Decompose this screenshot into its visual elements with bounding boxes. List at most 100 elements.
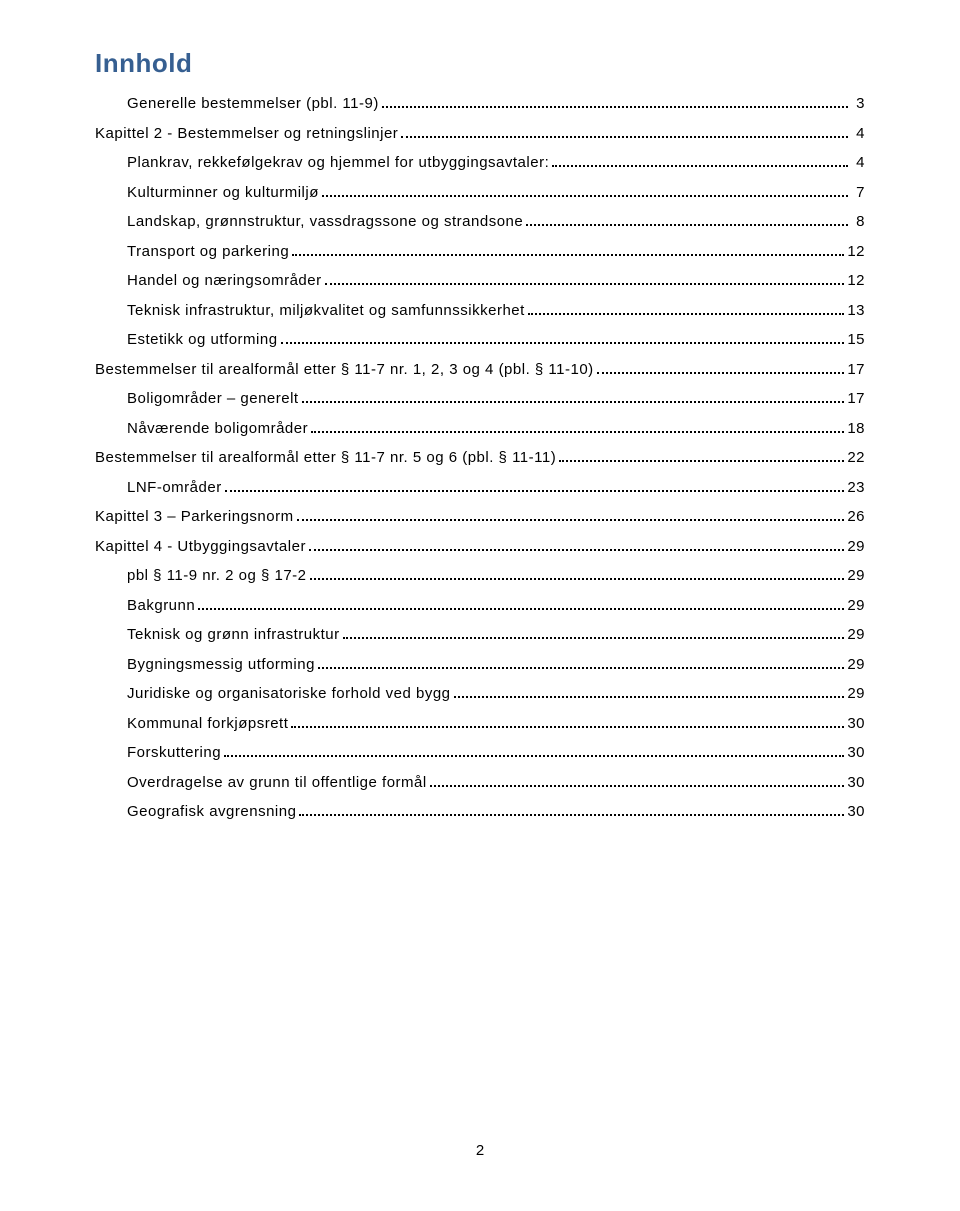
toc-entry-label[interactable]: LNF-områder: [127, 479, 222, 496]
toc-entry-label[interactable]: Plankrav, rekkefølgekrav og hjemmel for …: [127, 154, 549, 171]
toc-leader-dots: [322, 195, 849, 197]
toc-list: Generelle bestemmelser (pbl. 11-9) 3 Kapi…: [95, 95, 865, 820]
toc-entry-label[interactable]: Kapittel 2 - Bestemmelser og retningslin…: [95, 125, 398, 142]
toc-entry: Geografisk avgrensning 30: [95, 803, 865, 820]
toc-entry-label[interactable]: Juridiske og organisatoriske forhold ved…: [127, 685, 451, 702]
toc-entry-label[interactable]: Teknisk infrastruktur, miljøkvalitet og …: [127, 302, 525, 319]
toc-leader-dots: [552, 165, 848, 167]
toc-leader-dots: [597, 372, 845, 374]
toc-leader-dots: [309, 549, 844, 551]
toc-entry: Bygningsmessig utforming 29: [95, 656, 865, 673]
toc-entry-page[interactable]: 12: [847, 243, 865, 260]
toc-entry-page[interactable]: 7: [851, 184, 865, 201]
toc-leader-dots: [291, 726, 844, 728]
toc-entry-label[interactable]: Bygningsmessig utforming: [127, 656, 315, 673]
toc-entry-label[interactable]: Kommunal forkjøpsrett: [127, 715, 288, 732]
toc-leader-dots: [382, 106, 849, 108]
toc-entry: LNF-områder 23: [95, 479, 865, 496]
toc-entry: Bakgrunn 29: [95, 597, 865, 614]
toc-entry: pbl § 11-9 nr. 2 og § 17-2 29: [95, 567, 865, 584]
toc-entry-label[interactable]: Overdragelse av grunn til offentlige for…: [127, 774, 427, 791]
toc-entry: Generelle bestemmelser (pbl. 11-9) 3: [95, 95, 865, 112]
toc-entry-label[interactable]: Forskuttering: [127, 744, 221, 761]
toc-entry-label[interactable]: Kapittel 4 - Utbyggingsavtaler: [95, 538, 306, 555]
toc-leader-dots: [302, 401, 845, 403]
toc-entry: Plankrav, rekkefølgekrav og hjemmel for …: [95, 154, 865, 171]
toc-leader-dots: [526, 224, 848, 226]
toc-entry-label[interactable]: Handel og næringsområder: [127, 272, 322, 289]
toc-entry-page[interactable]: 12: [847, 272, 865, 289]
toc-entry-page[interactable]: 13: [847, 302, 865, 319]
toc-entry: Teknisk infrastruktur, miljøkvalitet og …: [95, 302, 865, 319]
toc-leader-dots: [318, 667, 844, 669]
toc-entry-page[interactable]: 30: [847, 803, 865, 820]
toc-entry-label[interactable]: Generelle bestemmelser (pbl. 11-9): [127, 95, 379, 112]
toc-entry-label[interactable]: Boligområder – generelt: [127, 390, 299, 407]
toc-entry-label[interactable]: Kapittel 3 – Parkeringsnorm: [95, 508, 294, 525]
toc-leader-dots: [198, 608, 844, 610]
toc-entry-page[interactable]: 8: [851, 213, 865, 230]
toc-entry-page[interactable]: 29: [847, 538, 865, 555]
toc-entry: Landskap, grønnstruktur, vassdragssone o…: [95, 213, 865, 230]
toc-entry-page[interactable]: 15: [847, 331, 865, 348]
page-number: 2: [0, 1142, 960, 1159]
toc-entry-page[interactable]: 26: [847, 508, 865, 525]
toc-leader-dots: [559, 460, 844, 462]
toc-entry-page[interactable]: 23: [847, 479, 865, 496]
toc-entry-label[interactable]: Transport og parkering: [127, 243, 289, 260]
toc-leader-dots: [311, 431, 844, 433]
toc-entry-page[interactable]: 29: [847, 597, 865, 614]
toc-entry: Overdragelse av grunn til offentlige for…: [95, 774, 865, 791]
toc-leader-dots: [325, 283, 845, 285]
toc-entry-label[interactable]: Estetikk og utforming: [127, 331, 278, 348]
toc-entry-page[interactable]: 29: [847, 567, 865, 584]
toc-leader-dots: [401, 136, 848, 138]
toc-leader-dots: [292, 254, 844, 256]
toc-entry-label[interactable]: Bestemmelser til arealformål etter § 11-…: [95, 361, 594, 378]
toc-entry-page[interactable]: 29: [847, 656, 865, 673]
toc-entry-page[interactable]: 22: [847, 449, 865, 466]
toc-entry-label[interactable]: pbl § 11-9 nr. 2 og § 17-2: [127, 567, 307, 584]
toc-entry-page[interactable]: 30: [847, 715, 865, 732]
toc-entry-label[interactable]: Teknisk og grønn infrastruktur: [127, 626, 340, 643]
toc-entry-label[interactable]: Bestemmelser til arealformål etter § 11-…: [95, 449, 556, 466]
toc-leader-dots: [224, 755, 844, 757]
toc-entry: Bestemmelser til arealformål etter § 11-…: [95, 449, 865, 466]
toc-entry-label[interactable]: Nåværende boligområder: [127, 420, 308, 437]
toc-entry-label[interactable]: Landskap, grønnstruktur, vassdragssone o…: [127, 213, 523, 230]
toc-leader-dots: [297, 519, 845, 521]
toc-entry-page[interactable]: 30: [847, 774, 865, 791]
toc-leader-dots: [281, 342, 845, 344]
toc-leader-dots: [299, 814, 844, 816]
toc-entry: Kapittel 3 – Parkeringsnorm 26: [95, 508, 865, 525]
toc-entry-page[interactable]: 17: [847, 390, 865, 407]
toc-entry: Teknisk og grønn infrastruktur 29: [95, 626, 865, 643]
toc-entry-page[interactable]: 18: [847, 420, 865, 437]
toc-leader-dots: [528, 313, 845, 315]
toc-title: Innhold: [95, 48, 865, 79]
toc-leader-dots: [225, 490, 845, 492]
toc-entry-label[interactable]: Geografisk avgrensning: [127, 803, 296, 820]
toc-entry: Juridiske og organisatoriske forhold ved…: [95, 685, 865, 702]
toc-entry: Handel og næringsområder 12: [95, 272, 865, 289]
toc-entry: Bestemmelser til arealformål etter § 11-…: [95, 361, 865, 378]
toc-entry: Transport og parkering 12: [95, 243, 865, 260]
toc-leader-dots: [310, 578, 845, 580]
toc-entry-page[interactable]: 29: [847, 626, 865, 643]
toc-entry-page[interactable]: 29: [847, 685, 865, 702]
toc-entry: Kapittel 4 - Utbyggingsavtaler 29: [95, 538, 865, 555]
toc-entry-label[interactable]: Bakgrunn: [127, 597, 195, 614]
toc-entry-label[interactable]: Kulturminner og kulturmiljø: [127, 184, 319, 201]
toc-entry: Kapittel 2 - Bestemmelser og retningslin…: [95, 125, 865, 142]
toc-entry-page[interactable]: 4: [851, 154, 865, 171]
toc-entry: Boligområder – generelt 17: [95, 390, 865, 407]
toc-entry-page[interactable]: 17: [847, 361, 865, 378]
toc-leader-dots: [430, 785, 845, 787]
toc-entry-page[interactable]: 4: [851, 125, 865, 142]
toc-leader-dots: [343, 637, 845, 639]
toc-entry-page[interactable]: 30: [847, 744, 865, 761]
toc-entry: Kommunal forkjøpsrett 30: [95, 715, 865, 732]
toc-entry: Kulturminner og kulturmiljø 7: [95, 184, 865, 201]
toc-entry-page[interactable]: 3: [851, 95, 865, 112]
toc-entry: Forskuttering 30: [95, 744, 865, 761]
